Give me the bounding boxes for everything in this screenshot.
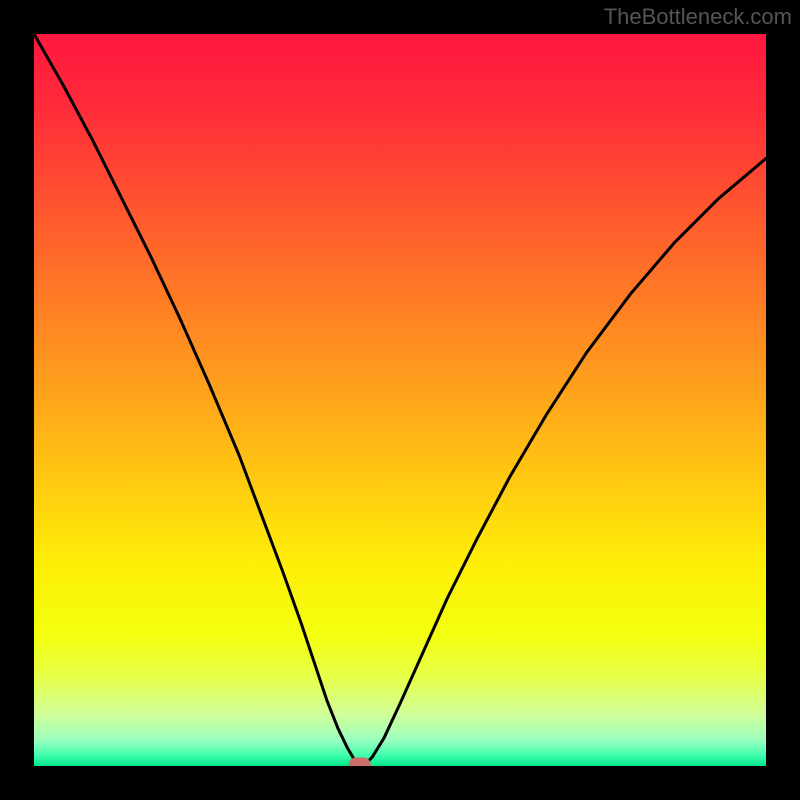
- watermark-text: TheBottleneck.com: [604, 4, 792, 30]
- chart-container: TheBottleneck.com: [0, 0, 800, 800]
- gradient-background: [34, 34, 766, 766]
- bottleneck-chart: [0, 0, 800, 800]
